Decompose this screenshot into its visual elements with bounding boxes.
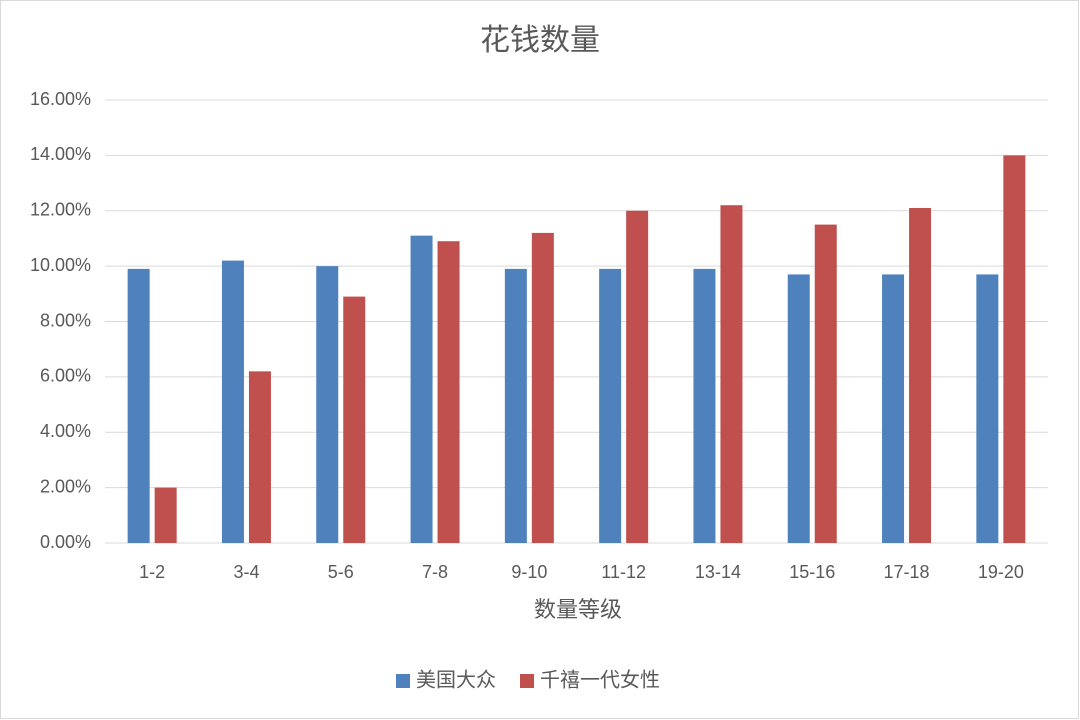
legend-label: 美国大众 [416,668,496,691]
x-tick-label: 19-20 [978,562,1024,582]
y-tick-label: 6.00% [40,366,91,386]
x-tick-label: 17-18 [884,562,930,582]
bar [599,268,622,543]
x-axis-label: 数量等级 [534,597,622,622]
bar [787,274,810,543]
bar [248,371,271,543]
bar [221,260,244,543]
x-tick-label: 5-6 [328,562,354,582]
bar [814,224,837,543]
legend-label: 千禧一代女性 [540,668,660,691]
x-tick-label: 11-12 [601,562,646,582]
y-tick-label: 0.00% [40,532,91,552]
bar [720,205,743,543]
y-tick-label: 2.00% [40,476,91,496]
bar [316,266,339,543]
bar [504,268,527,543]
bar [343,296,366,543]
x-tick-label: 1-2 [139,562,165,582]
x-tick-label: 13-14 [695,562,741,582]
bar [693,268,716,543]
y-tick-label: 10.00% [30,255,91,275]
bar [127,268,150,543]
chart-title: 花钱数量 [480,24,600,57]
y-tick-label: 16.00% [30,89,91,109]
x-tick-label: 9-10 [511,562,547,582]
y-tick-label: 12.00% [30,200,91,220]
bar [976,274,999,543]
x-tick-label: 7-8 [422,562,448,582]
bar [437,241,460,544]
bar [882,274,905,543]
x-tick-label: 3-4 [233,562,259,582]
legend-swatch [396,674,410,688]
bar [626,210,649,543]
y-tick-label: 8.00% [40,310,91,330]
bar [909,207,932,543]
y-tick-label: 14.00% [30,144,91,164]
y-tick-label: 4.00% [40,421,91,441]
x-tick-label: 15-16 [789,562,835,582]
bar [154,487,177,543]
legend-swatch [520,674,534,688]
bar [531,232,554,543]
bar [1003,155,1026,543]
bar [410,235,433,543]
